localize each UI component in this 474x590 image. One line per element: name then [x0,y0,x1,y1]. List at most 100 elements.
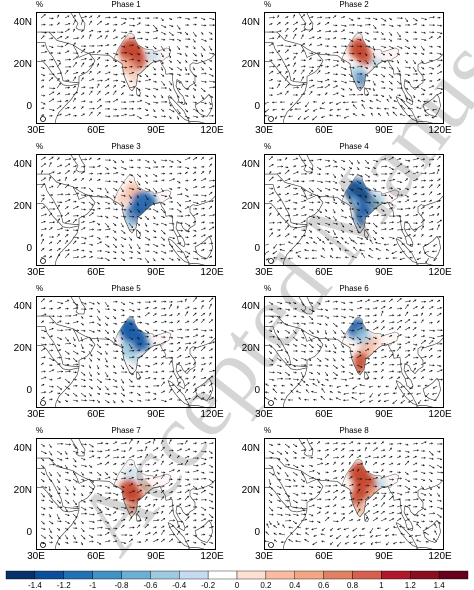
colorbar-tick-label: 0.8 [346,581,359,590]
phase-map [36,12,216,124]
reference-vector [268,542,274,548]
longitude-label: 120E [428,551,452,562]
colorbar-tick-label: -0.6 [143,581,158,590]
latitude-label: 40N [13,442,32,454]
longitude-label: 90E [375,409,393,420]
longitude-label: 90E [375,551,393,562]
coastlines [37,155,215,265]
colorbar-segment [323,570,353,580]
latitude-label: 40N [241,16,260,28]
unit-label: % [264,142,272,151]
unit-label: % [36,142,44,151]
longitude-label: 30E [255,409,273,420]
longitude-label: 30E [255,125,273,136]
longitude-label: 30E [255,551,273,562]
colorbar-tick-label: -0.2 [201,581,216,590]
unit-label: % [264,0,272,9]
latitude-label: 40N [13,300,32,312]
latitude-label: 20N [241,58,260,70]
reference-vector [40,542,46,548]
longitude-label: 90E [147,125,165,136]
colorbar-tick-label: 0 [234,581,240,590]
longitude-label: 90E [147,409,165,420]
unit-label: % [36,284,44,293]
longitude-label: 60E [87,409,105,420]
colorbar-tick-label: 1 [379,581,384,590]
latitude-label: 0 [254,101,260,113]
colorbar-segment [5,570,36,580]
latitude-label: 40N [241,158,260,170]
longitude-label: 90E [375,125,393,136]
longitude-label: 60E [315,125,333,136]
longitude-label: 90E [375,267,393,278]
phase-map [264,12,444,124]
longitude-label: 30E [27,551,45,562]
reference-vector [268,116,274,122]
phase-map [264,438,444,550]
longitude-label: 60E [315,551,333,562]
coastlines [265,13,443,123]
wind-vectors [265,156,443,264]
latitude-label: 0 [26,527,32,539]
colorbar-segment [207,570,238,580]
wind-vectors [40,13,215,120]
colorbar-segment [150,570,180,580]
phase-title: Phase 6 [339,284,369,293]
longitude-label: 60E [87,551,105,562]
unit-label: % [264,284,272,293]
colorbar-segment [236,570,267,580]
map-canvas [265,155,443,265]
longitude-label: 30E [27,267,45,278]
latitude-label: 20N [241,342,260,354]
longitude-label: 60E [87,125,105,136]
colorbar-segment [121,570,151,580]
unit-label: % [264,426,272,435]
latitude-label: 0 [26,385,32,397]
latitude-label: 0 [254,385,260,397]
colorbar-tick-label: -0.4 [172,581,187,590]
phase-title: Phase 7 [111,426,141,435]
latitude-label: 0 [26,101,32,113]
longitude-label: 30E [27,409,45,420]
map-canvas [37,439,215,549]
longitude-label: 60E [315,267,333,278]
phase-title: Phase 8 [339,426,369,435]
phase-title: Phase 3 [111,142,141,151]
reference-vector [40,400,46,406]
phase-title: Phase 4 [339,142,369,151]
colorbar-tick-label: 0.2 [260,581,272,590]
rainfall-anomaly-shading [342,459,399,517]
map-canvas [37,155,215,265]
latitude-label: 20N [13,200,32,212]
phase-map [36,296,216,408]
longitude-label: 120E [428,125,452,136]
wind-vectors [265,441,443,547]
phase-map [264,154,444,266]
map-canvas [265,297,443,407]
longitude-label: 120E [200,267,224,278]
wind-vectors [40,297,215,404]
colorbar-segment [92,570,122,580]
latitude-label: 40N [241,300,260,312]
map-canvas [265,439,443,549]
longitude-label: 60E [87,267,105,278]
coastlines [265,439,443,549]
reference-vector [268,400,274,406]
colorbar-segment [352,570,382,580]
rainfall-anomaly-shading [114,317,171,375]
longitude-label: 30E [255,267,273,278]
colorbar [5,570,469,580]
colorbar-segment [410,570,440,580]
longitude-label: 90E [147,267,165,278]
longitude-label: 30E [27,125,45,136]
map-canvas [37,13,215,123]
latitude-label: 0 [254,527,260,539]
colorbar-tick-label: 1.2 [404,581,416,590]
colorbar-segment [179,570,209,580]
phase-map [36,154,216,266]
colorbar-tick-label: -1.2 [56,581,71,590]
longitude-label: 120E [428,267,452,278]
latitude-label: 0 [26,243,32,255]
latitude-label: 20N [13,58,32,70]
latitude-label: 20N [13,484,32,496]
